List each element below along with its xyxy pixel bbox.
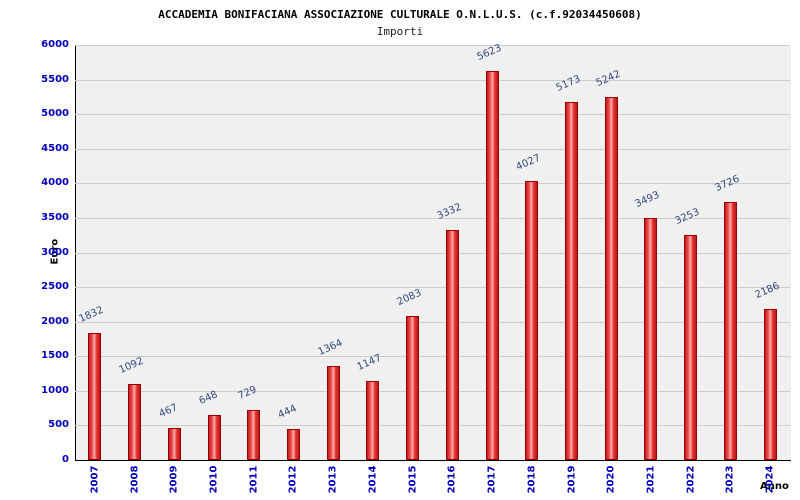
chart-subtitle: Importi [376,25,424,38]
bar [366,380,380,460]
y-tick-label: 0 [62,454,69,465]
y-tick-label: 3000 [41,246,69,258]
bar [485,71,499,460]
gridline [75,148,790,150]
x-tick-label: 2022 [685,465,697,494]
x-tick-label: 2013 [327,465,339,494]
gridline [75,183,790,185]
bar [565,102,579,460]
chart-title: ACCADEMIA BONIFACIANA ASSOCIAZIONE CULTU… [158,8,642,21]
y-tick-label: 3500 [41,211,69,223]
gridline [75,45,790,46]
x-tick-label: 2012 [287,465,299,494]
y-tick-label: 4500 [41,142,69,154]
bar [88,333,102,460]
x-tick-label: 2016 [446,465,458,494]
x-tick-label: 2007 [89,465,101,494]
x-axis-label: Anno [760,481,789,492]
x-tick-label: 2017 [486,465,498,494]
gridline [75,114,790,116]
bar [763,308,777,460]
x-tick-label: 2014 [367,465,379,494]
x-tick-label: 2009 [168,465,180,494]
bar [445,229,459,460]
bar [167,427,181,460]
x-tick-label: 2010 [208,465,220,494]
bar [247,409,261,460]
x-tick-label: 2015 [407,465,419,494]
gridline [75,287,790,289]
y-tick-label: 4000 [41,177,69,189]
bar [326,365,340,460]
gridline [75,321,790,323]
x-tick-label: 2023 [724,465,736,494]
y-tick-label: 1500 [41,350,69,362]
bar [684,235,698,460]
bar [207,415,221,460]
x-tick-label: 2019 [566,465,578,494]
bar [723,202,737,460]
gridline [75,390,790,392]
gridline [75,425,790,427]
y-tick-label: 5500 [41,73,69,85]
x-tick-label: 2020 [605,465,617,494]
y-tick-label: 6000 [41,39,69,50]
x-tick-label: 2008 [129,465,141,494]
y-tick-label: 1000 [41,384,69,396]
gridline [75,356,790,358]
gridline [75,217,790,219]
bar [644,218,658,460]
bar [286,429,300,460]
y-tick-label: 2500 [41,281,69,293]
gridline [75,79,790,81]
bar [525,181,539,460]
bar [406,315,420,460]
x-tick-label: 2021 [645,465,657,494]
bar [604,97,618,460]
y-tick-label: 2000 [41,315,69,327]
gridline [75,252,790,254]
x-tick-label: 2024 [764,465,776,494]
bar [128,384,142,460]
y-tick-label: 5000 [41,108,69,120]
y-tick-label: 500 [48,419,69,431]
x-tick-label: 2018 [526,465,538,494]
x-tick-label: 2011 [248,465,260,494]
